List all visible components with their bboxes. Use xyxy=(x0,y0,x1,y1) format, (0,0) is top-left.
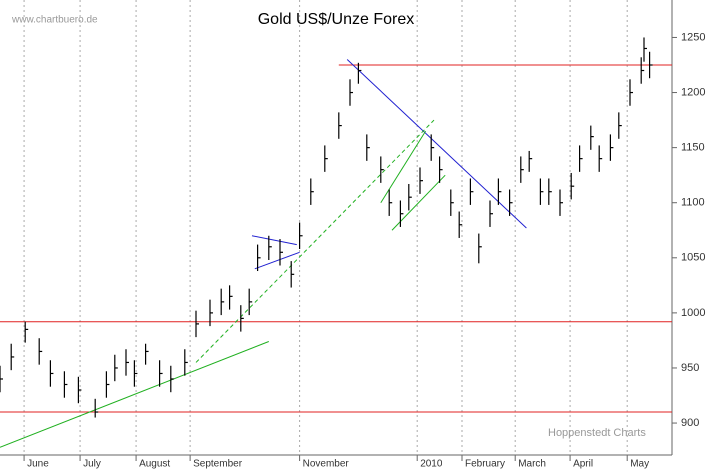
trend-line xyxy=(195,119,435,363)
trend-line xyxy=(251,235,297,246)
y-tick-label: 1050 xyxy=(681,252,705,264)
y-tick-label: 1250 xyxy=(681,31,705,43)
y-tick-label: 950 xyxy=(681,362,699,374)
source: www.chartbuero.de xyxy=(11,15,98,26)
y-tick-label: 1150 xyxy=(681,142,705,154)
x-tick-label: November xyxy=(303,459,350,470)
trend-line xyxy=(346,59,527,229)
x-tick-label: May xyxy=(630,459,649,470)
x-tick-label: March xyxy=(518,459,546,470)
trend-line xyxy=(380,130,427,203)
credit: Hoppenstedt Charts xyxy=(548,427,646,439)
trend-line xyxy=(254,251,300,270)
trend-line xyxy=(0,341,269,448)
y-tick-label: 1100 xyxy=(681,197,705,209)
chart-title: Gold US$/Unze Forex xyxy=(258,11,415,28)
y-tick-label: 1000 xyxy=(681,307,705,319)
x-tick-label: June xyxy=(27,459,49,470)
x-tick-label: July xyxy=(83,459,101,470)
x-tick-label: 2010 xyxy=(420,459,443,470)
y-tick-label: 1200 xyxy=(681,86,705,98)
x-tick-label: September xyxy=(193,459,243,470)
x-tick-label: February xyxy=(465,459,505,470)
x-tick-label: August xyxy=(139,459,170,470)
y-tick-label: 900 xyxy=(681,417,699,429)
x-tick-label: April xyxy=(573,459,593,470)
